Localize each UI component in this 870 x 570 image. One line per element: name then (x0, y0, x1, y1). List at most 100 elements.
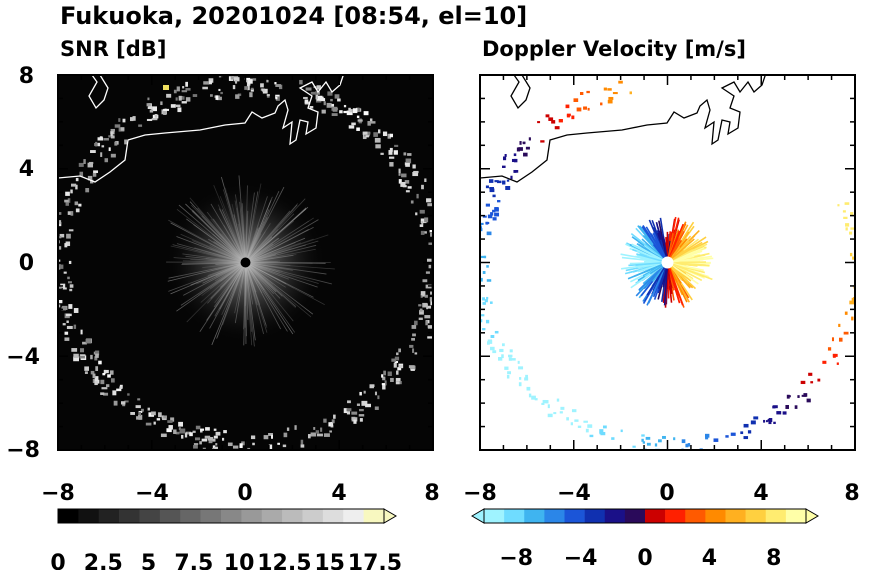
doppler-ray (667, 261, 699, 285)
snr-echo (208, 438, 213, 444)
doppler-echo (713, 438, 719, 442)
snr-echo (429, 229, 433, 233)
snr-echo (79, 171, 84, 177)
colorbar-segment (363, 509, 385, 523)
snr-echo (418, 304, 422, 307)
doppler-echo (849, 231, 853, 235)
doppler-echo (773, 405, 778, 409)
snr-echo (351, 122, 356, 126)
snr-echo (137, 415, 141, 420)
snr-echo (262, 88, 268, 94)
snr-echo (181, 101, 187, 104)
snr-echo (391, 358, 397, 362)
doppler-echo (750, 420, 756, 425)
snr-echo (424, 178, 427, 182)
doppler-echo (620, 429, 623, 433)
snr-echo (426, 306, 429, 310)
doppler-echo (571, 115, 575, 120)
snr-echo (112, 390, 117, 396)
doppler-echo (632, 445, 636, 448)
snr-echo (400, 181, 406, 187)
snr-echo (412, 171, 419, 177)
snr-echo (173, 429, 177, 434)
snr-echo (275, 96, 278, 100)
snr-echo (153, 421, 156, 425)
doppler-echo (480, 226, 483, 230)
colorbar-extend-max (383, 508, 397, 524)
snr-echo (323, 418, 327, 423)
snr-echo (166, 428, 172, 433)
snr-echo (181, 96, 185, 100)
colorbar-segment (765, 509, 787, 523)
snr-echo (420, 230, 425, 235)
snr-echo (230, 76, 235, 80)
snr-echo (185, 431, 192, 435)
doppler-colorbar-tick-label: −8 (499, 546, 533, 570)
snr-echo (95, 353, 99, 358)
snr-echo (220, 91, 223, 95)
doppler-echo (528, 393, 532, 398)
snr-echo (52, 262, 55, 267)
doppler-panel-title: Doppler Velocity [m/s] (482, 37, 746, 61)
snr-echo (101, 145, 105, 148)
doppler-echo (747, 430, 752, 434)
doppler-echo (827, 347, 832, 351)
doppler-panel (479, 74, 860, 451)
snr-echo (163, 415, 167, 419)
snr-echo (423, 303, 428, 307)
snr-echo (175, 104, 181, 108)
snr-echo (275, 96, 280, 101)
doppler-echo (838, 323, 841, 327)
snr-echo (394, 356, 400, 361)
snr-echo (409, 344, 414, 348)
snr-echo (147, 106, 153, 110)
doppler-echo (837, 204, 840, 207)
snr-echo (59, 264, 64, 269)
snr-echo (346, 408, 352, 412)
snr-echo (129, 117, 134, 122)
snr-echo (216, 96, 222, 101)
snr-xtick-label: 0 (237, 481, 252, 506)
snr-echo (68, 229, 74, 232)
doppler-echo (482, 302, 486, 305)
snr-echo (414, 352, 418, 355)
colorbar-segment (78, 509, 100, 523)
doppler-echo (641, 438, 644, 442)
snr-echo (436, 216, 441, 218)
doppler-echo (794, 405, 798, 409)
snr-echo (351, 417, 358, 422)
snr-echo (282, 444, 287, 448)
doppler-xtick-label: −8 (463, 481, 497, 506)
snr-echo (266, 79, 269, 83)
snr-echo (277, 442, 280, 445)
doppler-echo (857, 293, 860, 296)
snr-echo (321, 109, 326, 114)
colorbar-extend-min (471, 508, 485, 524)
snr-echo (359, 418, 363, 422)
snr-echo (138, 124, 143, 127)
snr-echo (104, 158, 109, 163)
snr-echo (178, 95, 182, 101)
snr-echo (310, 432, 317, 437)
snr-echo (73, 324, 77, 329)
snr-echo (246, 85, 250, 91)
snr-echo (100, 379, 105, 385)
doppler-echo (485, 203, 490, 207)
snr-echo (223, 430, 227, 434)
colorbar-segment (200, 509, 222, 523)
colorbar-segment (645, 509, 666, 523)
doppler-echo (566, 417, 569, 421)
snr-echo (398, 173, 401, 176)
doppler-echo (743, 436, 749, 440)
doppler-xtick-label: 4 (753, 481, 768, 506)
snr-echo (397, 367, 402, 371)
snr-echo (331, 103, 335, 107)
snr-echo (390, 377, 394, 382)
snr-echo (244, 86, 249, 90)
doppler-echo (494, 180, 499, 183)
doppler-xtick-label: 0 (659, 481, 674, 506)
snr-echo (346, 110, 353, 116)
snr-echo (415, 212, 418, 216)
snr-echo (110, 128, 115, 132)
doppler-echo (576, 107, 582, 112)
